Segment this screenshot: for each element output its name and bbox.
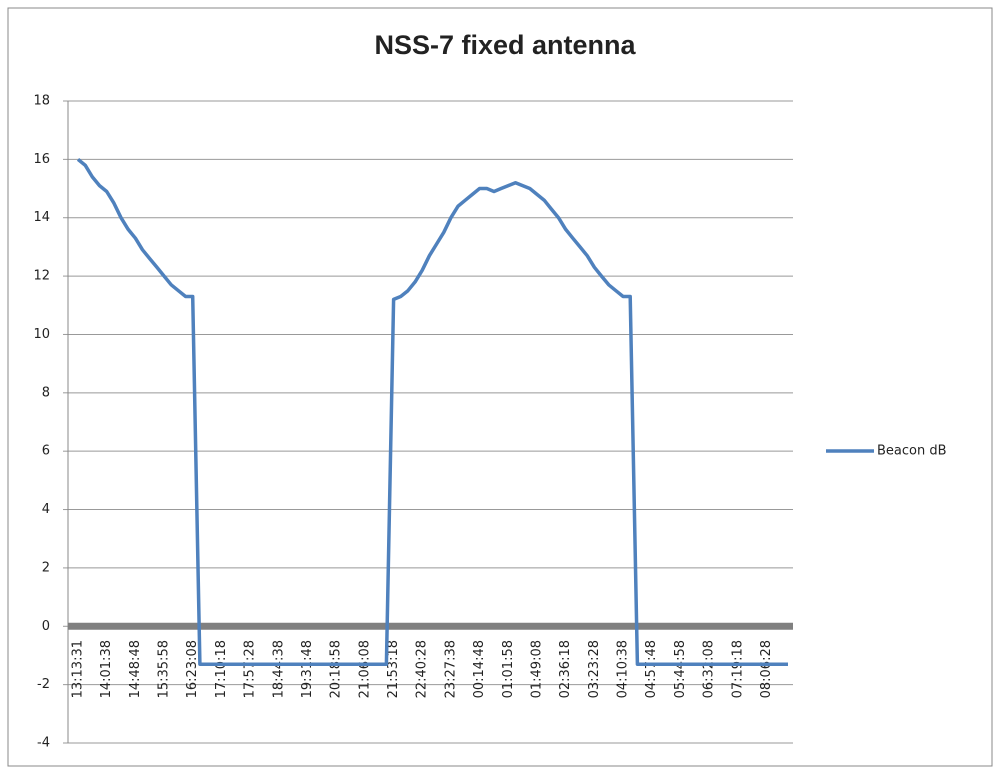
x-tick-label: 22:40:28 xyxy=(415,640,430,698)
x-tick-label: 17:57:28 xyxy=(243,640,258,698)
y-tick-label: 18 xyxy=(33,94,50,109)
data-line xyxy=(76,158,788,666)
x-tick-label: 20:18:58 xyxy=(329,640,344,698)
y-tick-label: 14 xyxy=(33,210,50,225)
x-tick-label: 02:36:18 xyxy=(558,640,573,698)
x-tick-label: 01:49:08 xyxy=(529,640,544,698)
x-tick-label: 15:35:58 xyxy=(157,640,172,698)
x-tick-label: 04:57:48 xyxy=(644,640,659,698)
x-tick-label: 05:44:58 xyxy=(673,640,688,698)
x-tick-label: 08:06:28 xyxy=(759,640,774,698)
x-tick-label: 19:31:48 xyxy=(300,640,315,698)
y-tick-label: 10 xyxy=(33,327,50,342)
x-tick-label: 23:27:38 xyxy=(443,640,458,698)
legend-label: Beacon dB xyxy=(877,444,947,459)
x-tick-label: 07:19:18 xyxy=(730,640,745,698)
y-tick-label: 4 xyxy=(42,502,50,517)
x-tick-label: 04:10:38 xyxy=(616,640,631,698)
y-tick-label: 16 xyxy=(33,152,50,167)
x-tick-label: 00:14:48 xyxy=(472,640,487,698)
chart-frame xyxy=(7,7,993,767)
x-tick-label: 21:53:18 xyxy=(386,640,401,698)
y-tick-label: 0 xyxy=(42,619,50,634)
x-tick-label: 17:10:18 xyxy=(214,640,229,698)
x-tick-label: 13:13:31 xyxy=(71,640,86,698)
x-tick-label: 21:06:08 xyxy=(357,640,372,698)
x-tick-label: 06:32:08 xyxy=(702,640,717,698)
y-tick-label: 6 xyxy=(42,444,50,459)
y-tick-label: 2 xyxy=(42,560,50,575)
x-tick-label: 03:23:28 xyxy=(587,640,602,698)
chart-title: NSS-7 fixed antenna xyxy=(374,30,636,60)
x-tick-label: 16:23:08 xyxy=(185,640,200,698)
x-tick-label: 14:48:48 xyxy=(128,640,143,698)
y-tick-label: -2 xyxy=(37,677,50,692)
y-tick-label: 12 xyxy=(33,269,50,284)
x-tick-label: 18:44:38 xyxy=(271,640,286,698)
y-tick-label: 8 xyxy=(42,385,50,400)
y-tick-label: -4 xyxy=(37,736,50,751)
x-tick-label: 01:01:58 xyxy=(501,640,516,698)
x-tick-label: 14:01:38 xyxy=(99,640,114,698)
